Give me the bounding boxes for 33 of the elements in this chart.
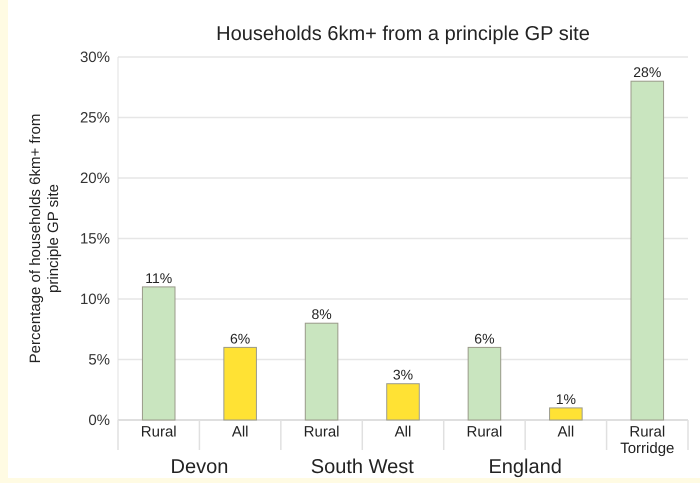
bar (304, 322, 338, 420)
y-tick-label: 25% (80, 109, 110, 126)
bar (630, 80, 664, 420)
data-label: 6% (474, 330, 495, 346)
x-tick-label: Rural (140, 424, 177, 441)
y-tick-label: 20% (80, 170, 110, 187)
y-tick-label: 5% (88, 351, 110, 368)
bar (468, 346, 502, 420)
x-tick-label: All (232, 424, 248, 441)
x-tick-label: All (394, 424, 412, 441)
data-label: 11% (145, 270, 172, 286)
data-label: 8% (311, 306, 332, 322)
chart-title: Households 6km+ from a principle GP site (216, 23, 590, 45)
data-label: 6% (230, 330, 250, 346)
bar (386, 383, 420, 420)
data-label: 1% (556, 390, 576, 407)
x-tick-label: All (558, 424, 574, 441)
y-axis-title: Percentage of households 6km+ from principle GP site (27, 114, 62, 364)
x-tick-label: Rural (466, 424, 502, 441)
data-label: 3% (392, 366, 414, 383)
x-tick-label: Rural Torridge (620, 424, 674, 458)
y-tick-label: 30% (80, 48, 110, 66)
y-tick-label: 15% (80, 230, 110, 248)
y-tick-label: 10% (80, 290, 110, 308)
data-label: 28% (633, 64, 662, 80)
bar (142, 286, 176, 420)
text: South West (310, 456, 414, 478)
text: England (488, 456, 562, 478)
y-tick-label: 0% (88, 412, 110, 429)
bar (549, 407, 583, 420)
text: Devon (170, 456, 228, 478)
bar (223, 346, 257, 420)
x-tick-label: Rural (304, 424, 340, 441)
